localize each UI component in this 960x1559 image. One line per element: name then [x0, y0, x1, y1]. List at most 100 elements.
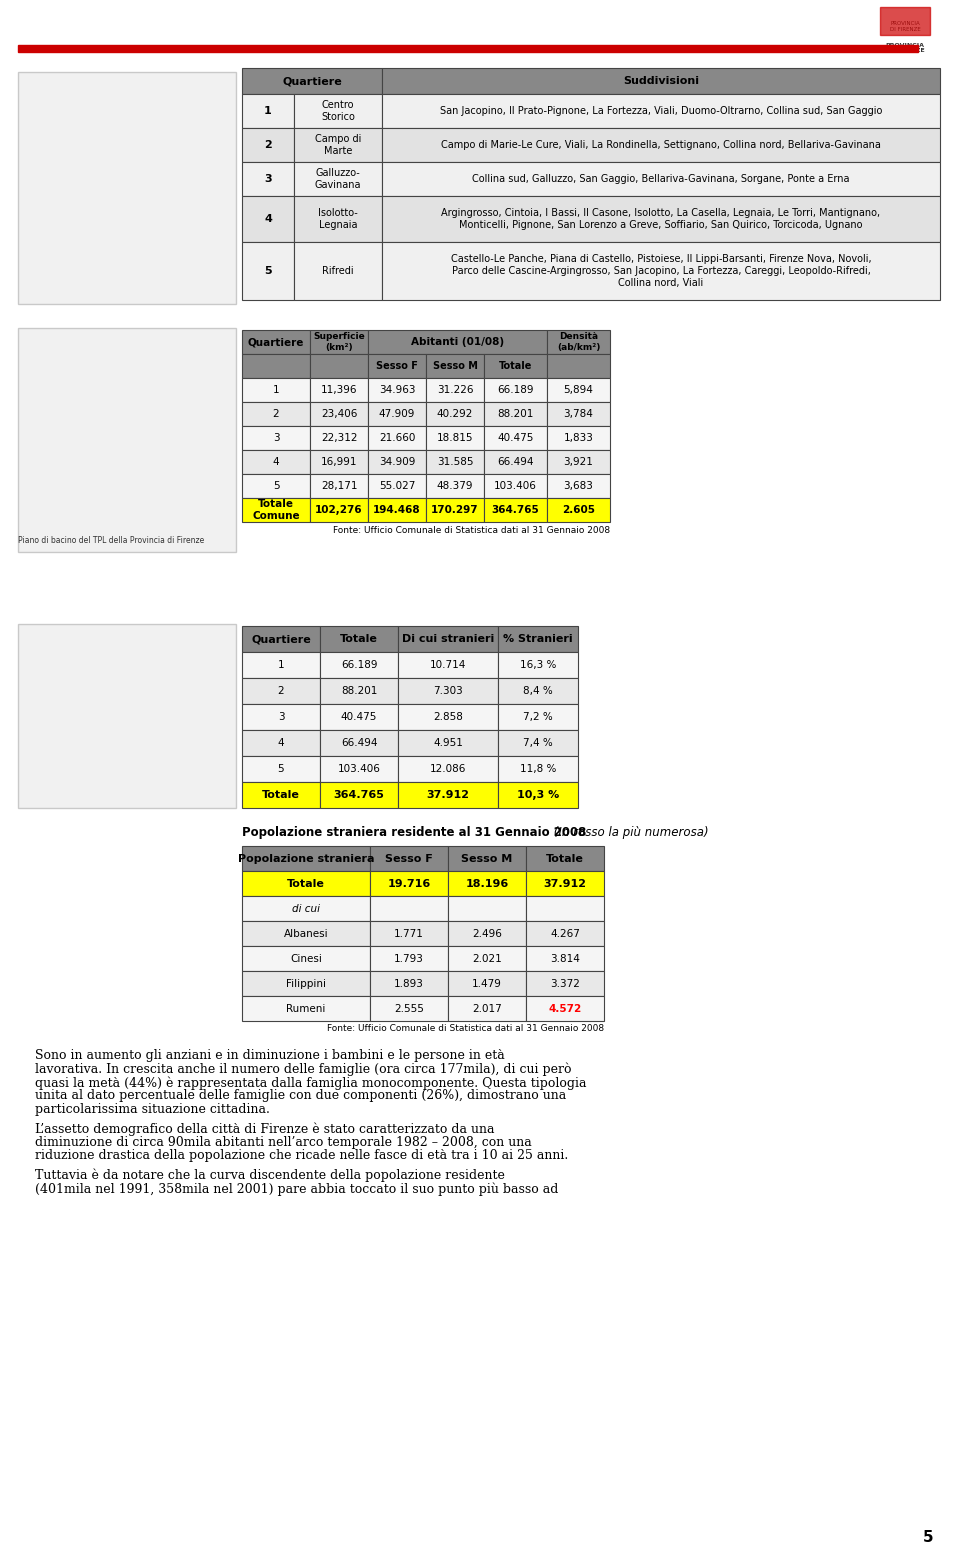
Text: 10.714: 10.714	[430, 659, 467, 670]
Text: 4.267: 4.267	[550, 929, 580, 939]
Text: 1.771: 1.771	[394, 929, 424, 939]
Bar	[368, 402, 426, 426]
Text: 2: 2	[273, 408, 279, 419]
Bar	[398, 756, 498, 783]
Bar	[242, 996, 370, 1021]
Text: 34.963: 34.963	[379, 385, 416, 394]
Bar	[310, 402, 368, 426]
Text: 88.201: 88.201	[497, 408, 534, 419]
Bar	[18, 72, 236, 304]
Bar	[526, 921, 604, 946]
Bar	[18, 624, 236, 808]
Text: 10,3 %: 10,3 %	[516, 790, 559, 800]
Bar	[370, 996, 448, 1021]
Text: Rumeni: Rumeni	[286, 1004, 325, 1013]
Text: diminuzione di circa 90mila abitanti nell’arco temporale 1982 – 2008, con una: diminuzione di circa 90mila abitanti nel…	[35, 1137, 532, 1149]
Bar	[242, 242, 294, 299]
Bar	[498, 652, 578, 678]
Text: 3: 3	[273, 433, 279, 443]
Text: Campo di Marie-Le Cure, Viali, La Rondinella, Settignano, Collina nord, Bellariv: Campo di Marie-Le Cure, Viali, La Rondin…	[441, 140, 881, 150]
Bar	[320, 730, 398, 756]
Text: 31.226: 31.226	[437, 385, 473, 394]
Bar	[426, 354, 484, 377]
Bar	[242, 426, 310, 451]
Text: Popolazione straniera: Popolazione straniera	[238, 853, 374, 864]
Bar	[310, 426, 368, 451]
Bar	[242, 652, 320, 678]
Bar	[370, 971, 448, 996]
Text: 16,3 %: 16,3 %	[519, 659, 556, 670]
Text: 103.406: 103.406	[338, 764, 380, 773]
Text: 40.292: 40.292	[437, 408, 473, 419]
Text: 28,171: 28,171	[321, 482, 357, 491]
Text: (In rosso la più numerosa): (In rosso la più numerosa)	[550, 826, 708, 839]
Text: particolarissima situazione cittadina.: particolarissima situazione cittadina.	[35, 1104, 270, 1116]
Bar	[370, 871, 448, 896]
Text: Centro
Storico: Centro Storico	[321, 100, 355, 122]
Text: 37.912: 37.912	[426, 790, 469, 800]
Text: 7,2 %: 7,2 %	[523, 712, 553, 722]
Bar	[294, 128, 382, 162]
Bar	[18, 45, 918, 51]
Text: 16,991: 16,991	[321, 457, 357, 468]
Bar	[242, 377, 310, 402]
Text: 12.086: 12.086	[430, 764, 467, 773]
Bar	[294, 162, 382, 196]
Text: Sesso M: Sesso M	[433, 362, 477, 371]
Text: 1.893: 1.893	[394, 979, 424, 988]
Bar	[242, 402, 310, 426]
Text: 1.479: 1.479	[472, 979, 502, 988]
Text: quasi la metà (44%) è rappresentata dalla famiglia monocomponente. Questa tipolo: quasi la metà (44%) è rappresentata dall…	[35, 1076, 587, 1090]
Bar	[498, 783, 578, 808]
Bar	[547, 451, 610, 474]
Text: Piano di bacino del TPL della Provincia di Firenze: Piano di bacino del TPL della Provincia …	[18, 536, 204, 546]
Text: Quartiere: Quartiere	[252, 635, 311, 644]
Bar	[368, 474, 426, 497]
Bar	[310, 451, 368, 474]
Bar	[242, 196, 294, 242]
Text: di cui: di cui	[292, 904, 320, 914]
Bar	[242, 451, 310, 474]
Text: Isolotto-
Legnaia: Isolotto- Legnaia	[318, 209, 358, 229]
Bar	[398, 705, 498, 730]
Text: 55.027: 55.027	[379, 482, 415, 491]
Bar	[426, 474, 484, 497]
Text: 2: 2	[264, 140, 272, 150]
Bar	[242, 94, 294, 128]
Bar	[398, 678, 498, 705]
Text: 31.585: 31.585	[437, 457, 473, 468]
Bar	[426, 426, 484, 451]
Bar	[526, 847, 604, 871]
Text: 5: 5	[923, 1531, 933, 1545]
Text: 7.303: 7.303	[433, 686, 463, 695]
Text: Sesso F: Sesso F	[385, 853, 433, 864]
Text: 5: 5	[273, 482, 279, 491]
Bar	[498, 705, 578, 730]
Bar	[398, 627, 498, 652]
Bar	[382, 196, 940, 242]
Text: Fonte: Ufficio Comunale di Statistica dati al 31 Gennaio 2008: Fonte: Ufficio Comunale di Statistica da…	[326, 1024, 604, 1034]
Text: 103.406: 103.406	[494, 482, 537, 491]
Bar	[320, 627, 398, 652]
Text: Cinesi: Cinesi	[290, 954, 322, 963]
Text: 22,312: 22,312	[321, 433, 357, 443]
Text: 66.189: 66.189	[341, 659, 377, 670]
Text: (401mila nel 1991, 358mila nel 2001) pare abbia toccato il suo punto più basso a: (401mila nel 1991, 358mila nel 2001) par…	[35, 1182, 559, 1196]
Text: 5,894: 5,894	[564, 385, 593, 394]
Bar	[242, 678, 320, 705]
Text: Abitanti (01/08): Abitanti (01/08)	[411, 337, 504, 348]
Text: 11,396: 11,396	[321, 385, 357, 394]
Bar	[368, 497, 426, 522]
Text: 88.201: 88.201	[341, 686, 377, 695]
Text: 5: 5	[264, 267, 272, 276]
Bar	[448, 896, 526, 921]
Text: Popolazione straniera residente al 31 Gennaio 2008: Popolazione straniera residente al 31 Ge…	[242, 826, 587, 839]
Text: % Stranieri: % Stranieri	[503, 635, 573, 644]
Text: Sesso M: Sesso M	[462, 853, 513, 864]
Bar	[242, 847, 370, 871]
Bar	[370, 896, 448, 921]
Text: 23,406: 23,406	[321, 408, 357, 419]
Bar	[498, 756, 578, 783]
Bar	[498, 627, 578, 652]
Bar	[547, 331, 610, 354]
